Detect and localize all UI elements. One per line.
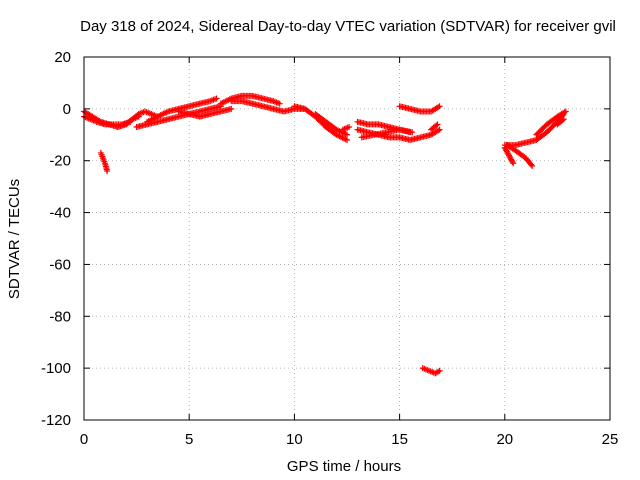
tick-labels: 0 5 10 15 20 25 -120 -100 -80 -60 -40 -20 0 20 <box>41 49 618 448</box>
y-tick-label: -60 <box>49 256 71 273</box>
x-tick-label: 25 <box>602 431 619 448</box>
y-tick-label: 20 <box>54 49 71 66</box>
y-axis-label: SDTVAR / TECUs <box>6 179 23 299</box>
grid-lines <box>84 57 610 420</box>
data-point <box>529 162 536 169</box>
data-point-fill <box>509 159 516 166</box>
data-point <box>346 124 353 131</box>
series-track-12 <box>339 124 353 133</box>
data-point <box>228 105 235 112</box>
series-track-15 <box>358 126 416 141</box>
x-tick-label: 10 <box>286 431 303 448</box>
data-point <box>344 131 350 138</box>
x-tick-label: 0 <box>80 431 88 448</box>
data-point <box>436 103 443 110</box>
series-track-18 <box>419 365 443 377</box>
series-track-6 <box>144 95 220 125</box>
series-track-17 <box>428 121 441 133</box>
data-point <box>409 129 416 136</box>
axis-ticks <box>83 56 611 421</box>
data-point-fill <box>528 161 535 168</box>
data-point <box>562 108 569 115</box>
data-point <box>344 136 350 143</box>
chart-title: Day 318 of 2024, Sidereal Day-to-day VTE… <box>80 18 616 35</box>
series-track-8 <box>217 92 283 107</box>
data-points <box>81 92 569 377</box>
y-tick-label: -40 <box>49 205 71 222</box>
y-tick-label: 0 <box>63 101 71 118</box>
series-track-7 <box>175 105 235 120</box>
series-track-3 <box>97 149 111 175</box>
data-point <box>276 100 283 107</box>
data-point <box>436 126 443 133</box>
y-tick-label: -80 <box>49 308 71 325</box>
series-track-22 <box>533 108 569 138</box>
x-tick-label: 20 <box>496 431 513 448</box>
series-track-21 <box>501 111 567 149</box>
series-track-16 <box>396 103 443 115</box>
data-point-fill <box>559 117 566 124</box>
data-point <box>510 160 517 167</box>
y-tick-label: -100 <box>41 360 71 377</box>
data-point <box>560 116 567 123</box>
y-tick-label: -120 <box>41 412 71 429</box>
x-tick-label: 15 <box>391 431 408 448</box>
data-point-fill <box>433 122 440 129</box>
series-track-4 <box>123 108 161 128</box>
series-track-2 <box>81 108 142 131</box>
y-tick-label: -20 <box>49 153 71 170</box>
data-point <box>104 168 111 175</box>
series-track-23 <box>554 116 567 128</box>
data-point <box>434 121 441 128</box>
data-point <box>213 95 220 102</box>
x-axis-label: GPS time / hours <box>287 458 401 475</box>
x-tick-label: 5 <box>185 431 193 448</box>
plot-frame <box>83 56 611 421</box>
data-point <box>436 367 443 374</box>
